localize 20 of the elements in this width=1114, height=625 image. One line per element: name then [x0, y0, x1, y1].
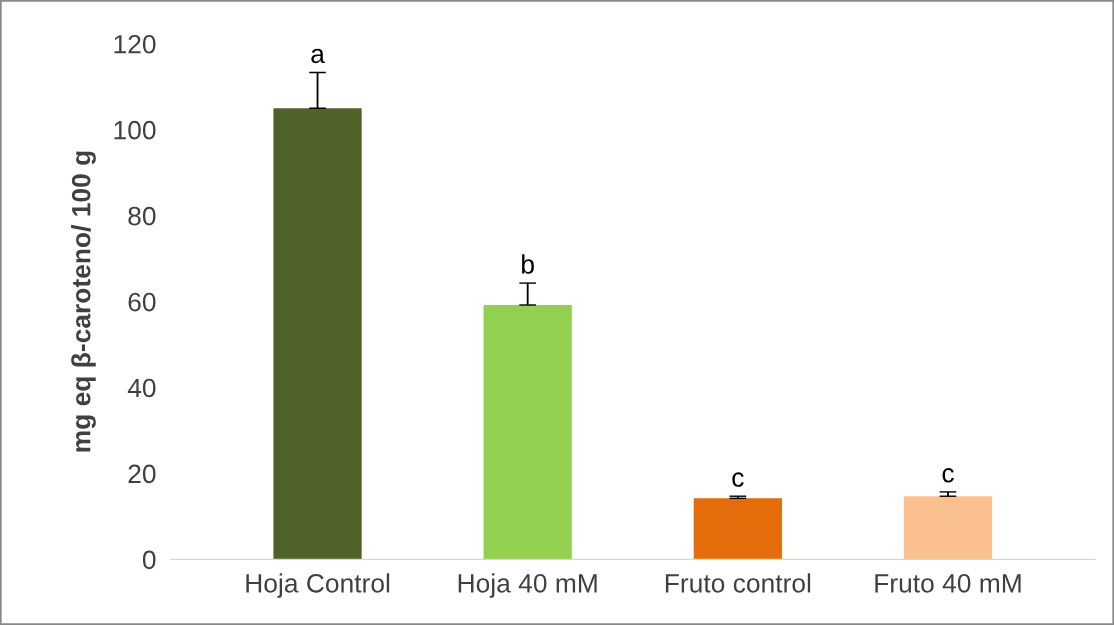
y-axis-title: mg eq β-caroteno/ 100 g — [71, 151, 96, 452]
y-tick-label: 80 — [128, 206, 156, 226]
bar — [273, 108, 362, 560]
y-tick-label: 100 — [114, 120, 156, 140]
annotation: a — [311, 48, 325, 64]
x-tick-label: Fruto 40 mM — [875, 573, 1021, 593]
y-tick-label: 20 — [128, 464, 156, 484]
y-tick-label: 0 — [142, 550, 156, 570]
bar — [903, 496, 993, 560]
y-tick-label: 40 — [127, 378, 156, 398]
bar — [483, 305, 572, 560]
y-tick-label: 120 — [114, 34, 156, 54]
x-tick-label: Fruto control — [665, 573, 811, 593]
y-tick-label: 60 — [128, 292, 156, 312]
annotation: c — [732, 472, 744, 487]
x-tick-label: Hoja 40 mM — [458, 573, 597, 598]
bar — [693, 498, 782, 560]
annotation: c — [942, 468, 954, 483]
x-tick-label: Hoja Control — [246, 573, 390, 598]
annotation: b — [522, 254, 534, 274]
